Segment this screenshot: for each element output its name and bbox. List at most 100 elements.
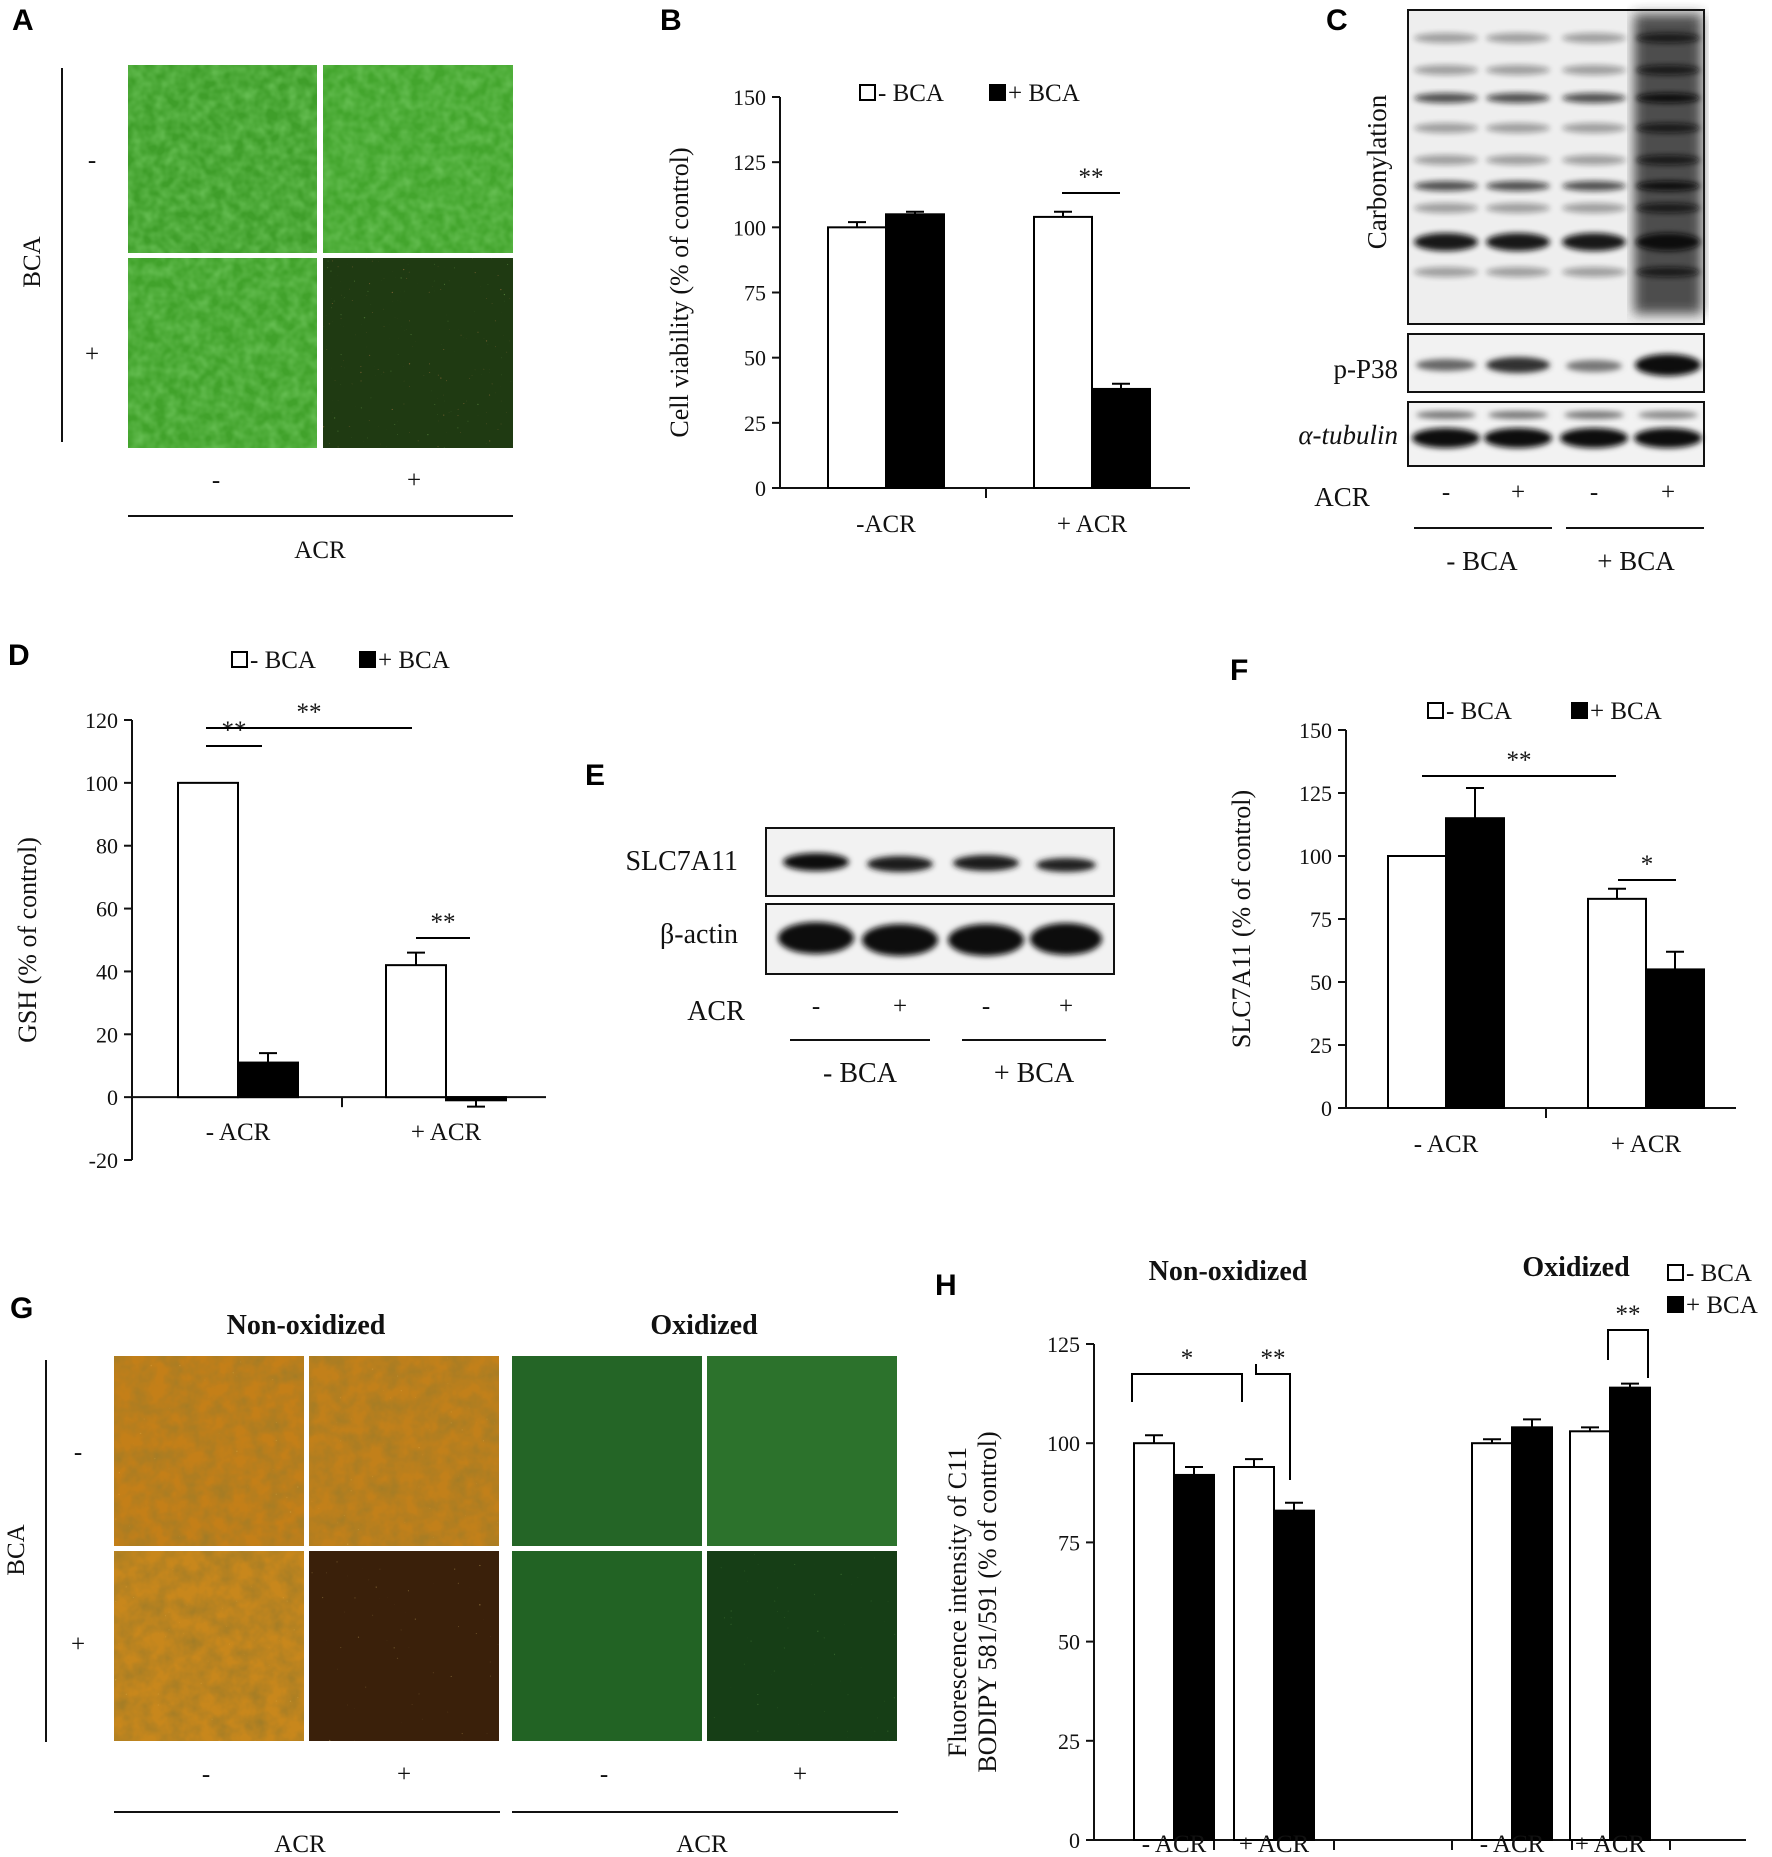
panel-c-tubulin-label: α-tubulin [1298, 420, 1398, 450]
y-axis-label: Cell viability (% of control) [665, 147, 694, 437]
significance-bracket [1131, 1373, 1243, 1402]
significance-label: ** [1507, 747, 1532, 774]
carbonylation-band [1414, 155, 1478, 165]
carbonylation-band [1636, 155, 1700, 165]
micrograph-g-5 [512, 1356, 702, 1546]
y-axis-label: Fluorescence intensity of C11 [943, 1447, 972, 1757]
micrograph-a-3 [128, 258, 317, 448]
y-tick-label: 125 [733, 150, 766, 175]
panel-letter-c: C [1326, 4, 1348, 37]
significance-label: ** [431, 909, 456, 936]
carbonylation-band [1486, 181, 1550, 191]
carbonylation-band [1636, 65, 1700, 75]
bar-minus-bca [177, 781, 239, 1099]
chart-h: 0 25 50 75 100 125 Fluorescence intensity of C… [943, 1260, 1758, 1857]
carbonylation-band [1414, 233, 1478, 251]
y-axis-label: BODIPY 581/591 (% of control) [973, 1431, 1002, 1772]
carbonylation-band [1414, 203, 1478, 213]
panel-c-acr-mark-2: + [1511, 479, 1525, 506]
bar-plus-bca [1445, 817, 1505, 1109]
legend-label-plus-bca: + BCA [1590, 698, 1662, 725]
carbonylation-band [1636, 123, 1700, 133]
panel-e-acr-mark-2: + [893, 993, 907, 1020]
legend-swatch-minus-bca [231, 651, 248, 668]
y-tick-label: 125 [1047, 1332, 1080, 1357]
x-category-label: -ACR [856, 511, 916, 538]
y-tick-label: -20 [89, 1148, 118, 1173]
chart-f: 0 25 50 75 100 125 150 SLC7A11 (% of control) - … [1227, 698, 1736, 1158]
carbonylation-band [1636, 93, 1700, 103]
carbonylation-band [1562, 267, 1626, 277]
carbonylation-band [1636, 233, 1700, 251]
panel-h-header-nonoxidized: Non-oxidized [1149, 1256, 1308, 1287]
panel-h-header-oxidized: Oxidized [1522, 1252, 1630, 1283]
y-tick-label: 0 [1069, 1828, 1080, 1853]
x-category-label: + ACR [1611, 1131, 1682, 1158]
y-tick-label: 0 [107, 1085, 118, 1110]
panel-e-group-2: + BCA [994, 1058, 1075, 1089]
panel-c-group-1: - BCA [1446, 546, 1518, 576]
bar-plus-bca [1645, 968, 1705, 1110]
panel-g-col-2: + [397, 1761, 411, 1788]
panel-c-acr-mark-3: - [1590, 479, 1598, 506]
legend-label-plus-bca: + BCA [378, 647, 450, 674]
panel-a: BCA - + - + ACR [19, 65, 513, 564]
micrograph-a-1 [128, 65, 317, 253]
significance-label: ** [1616, 1301, 1641, 1328]
micrograph-a-4 [323, 258, 513, 448]
blot-slc7a11 [765, 827, 1115, 897]
bar-plus-bca [1173, 1473, 1215, 1841]
carbonylation-band [1486, 33, 1550, 43]
micrograph-g-1 [114, 1356, 304, 1546]
blot-pp38 [1407, 333, 1705, 393]
significance-label: ** [1261, 1345, 1286, 1372]
y-tick-label: 50 [1310, 970, 1332, 995]
panel-e-group-1: - BCA [823, 1058, 898, 1089]
panel-letter-f: F [1230, 654, 1248, 687]
carbonylation-band [1414, 123, 1478, 133]
carbonylation-band [1414, 33, 1478, 43]
panel-g-col-4: + [793, 1761, 807, 1788]
bar-plus-bca [1273, 1509, 1315, 1841]
panel-e-acr-mark-3: - [982, 993, 990, 1020]
panel-c-pp38-label: p-P38 [1333, 354, 1398, 384]
x-category-label: + ACR [1057, 511, 1128, 538]
bar-plus-bca [1609, 1386, 1651, 1841]
panel-letter-e: E [585, 759, 605, 792]
panel-e-acr-mark-4: + [1059, 993, 1073, 1020]
significance-label: ** [1079, 164, 1104, 191]
bar-plus-bca [1091, 387, 1151, 489]
panel-letter-d: D [8, 639, 30, 672]
bar-minus-bca [1033, 215, 1093, 489]
carbonylation-band [1562, 155, 1626, 165]
panel-a-row-minus: - [88, 147, 96, 174]
carbonylation-band [1562, 93, 1626, 103]
legend-label-plus-bca: + BCA [1008, 80, 1080, 107]
carbonylation-band [1486, 65, 1550, 75]
micrograph-g-8 [707, 1551, 897, 1741]
blot-tubulin [1407, 401, 1705, 467]
micrograph-g-2 [309, 1356, 499, 1546]
y-tick-label: 75 [1058, 1530, 1080, 1555]
x-category-label: - ACR [206, 1119, 271, 1146]
carbonylation-band [1414, 93, 1478, 103]
panel-g-col-3: - [600, 1761, 608, 1788]
y-tick-label: 50 [1058, 1630, 1080, 1655]
panel-letter-h: H [935, 1269, 957, 1302]
panel-c: Carbonylation p-P38 α-tubulin ACR - [1298, 9, 1705, 576]
y-tick-label: 20 [96, 1022, 118, 1047]
panel-e-acr-label: ACR [687, 996, 745, 1027]
y-tick-label: 100 [85, 771, 118, 796]
significance-label: ** [222, 717, 247, 744]
carbonylation-band [1486, 93, 1550, 103]
panel-g: Non-oxidized Oxidized BCA - + [3, 1310, 898, 1857]
panel-a-col-minus: - [212, 467, 220, 494]
micrograph-g-6 [707, 1356, 897, 1546]
blot-beta-actin [765, 903, 1115, 975]
y-tick-label: 25 [744, 411, 766, 436]
panel-e-acr-mark-1: - [812, 993, 820, 1020]
y-tick-label: 80 [96, 834, 118, 859]
y-tick-label: 150 [1299, 718, 1332, 743]
y-tick-label: 50 [744, 346, 766, 371]
bar-minus-bca [1133, 1442, 1175, 1841]
